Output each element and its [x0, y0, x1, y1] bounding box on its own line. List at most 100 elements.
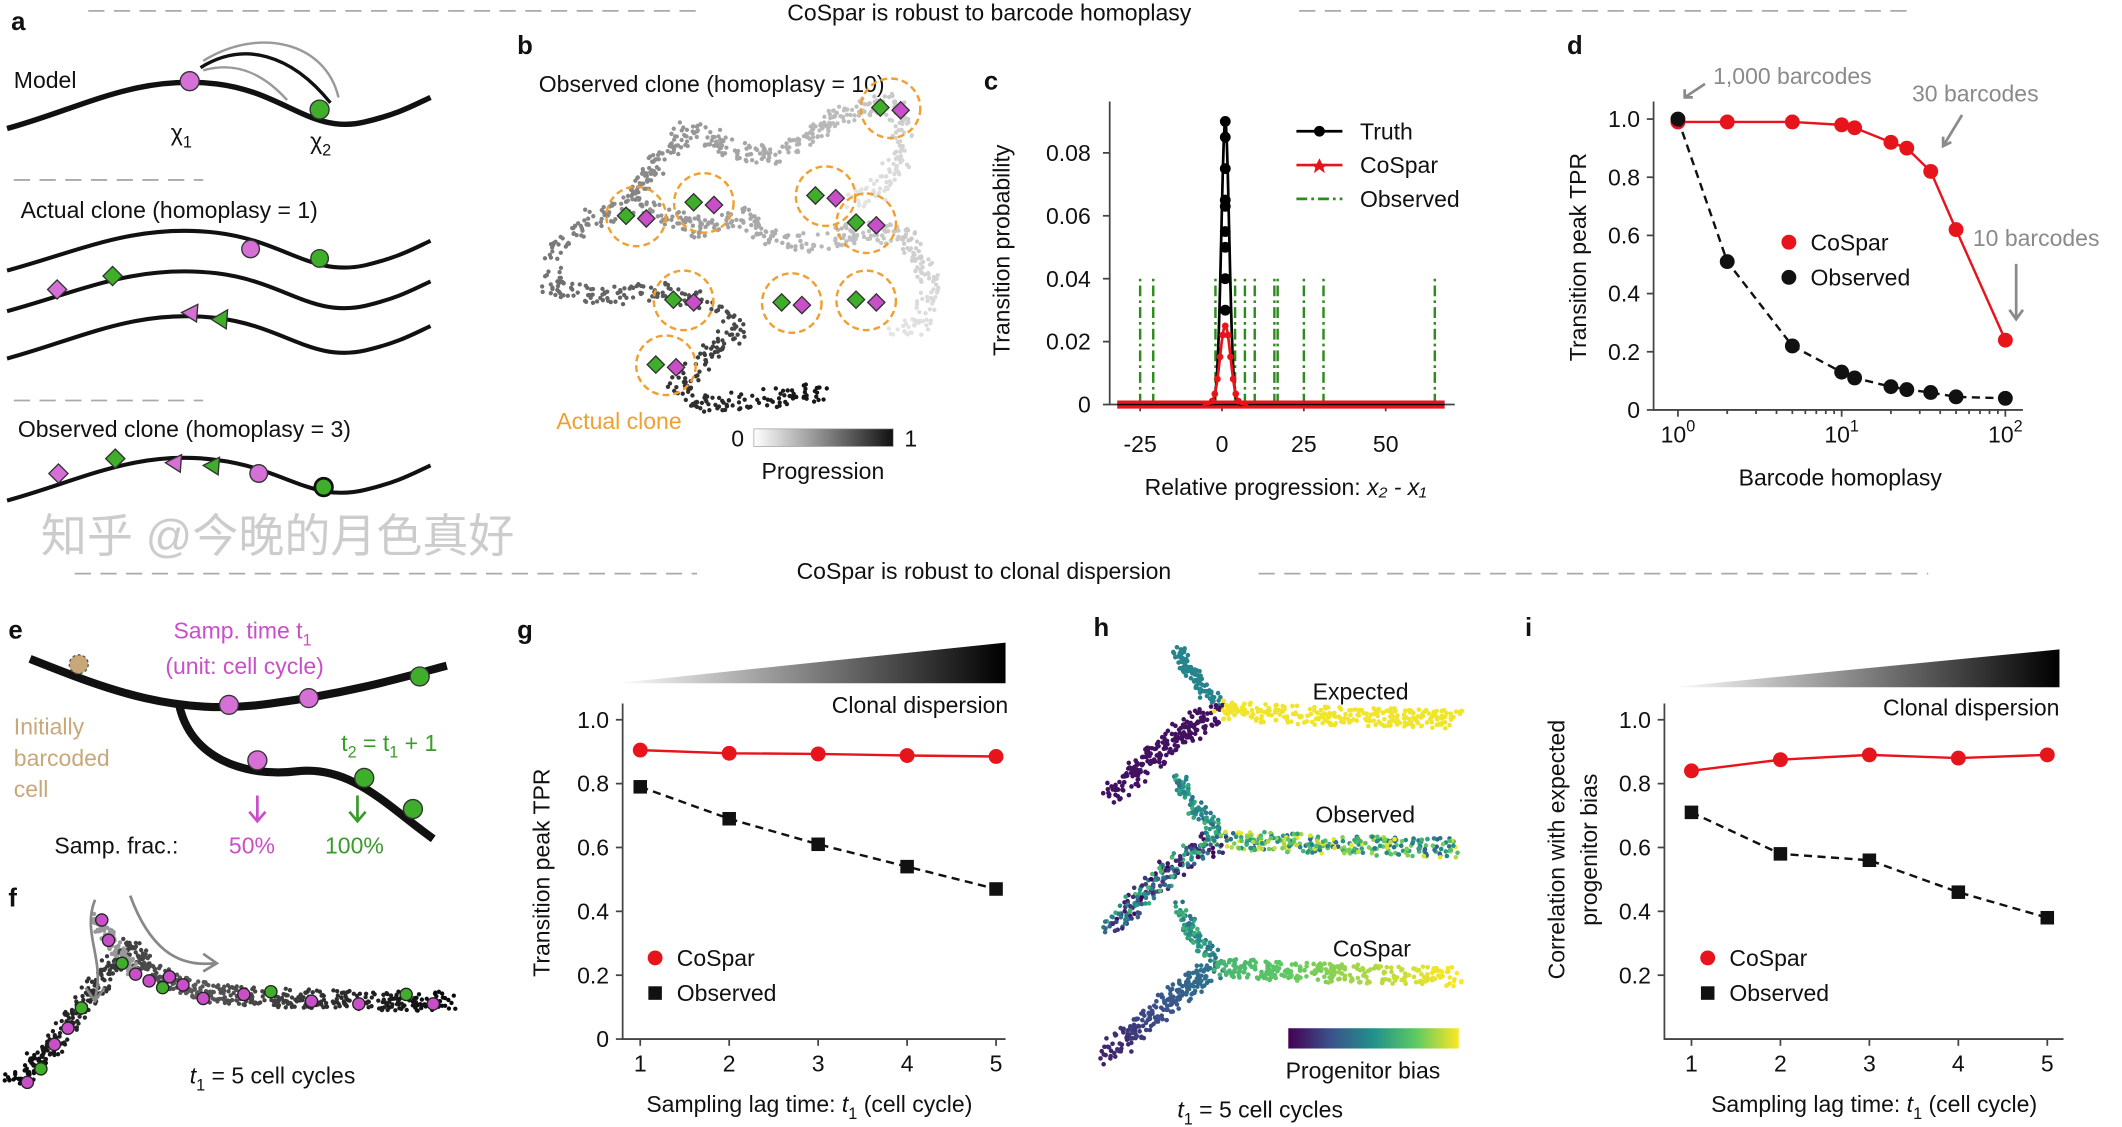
cell-dot	[676, 151, 681, 157]
cell-dot	[620, 301, 626, 307]
cell-dot	[1135, 898, 1141, 903]
x-label-sub: 1	[1913, 1105, 1922, 1123]
cell-dot	[1173, 858, 1179, 864]
cell-dot	[1131, 885, 1137, 891]
panel-h-caption: t1 = 5 cell cycles	[1177, 1097, 1343, 1127]
cell-dot	[1135, 777, 1141, 782]
cell-dot	[925, 327, 931, 332]
cell-dot	[621, 195, 626, 200]
cell-dot	[1174, 773, 1179, 778]
cell-dot	[1264, 969, 1269, 975]
cell-dot	[1124, 1037, 1130, 1043]
cell-dot	[1447, 838, 1453, 844]
cell-dot	[1186, 920, 1192, 926]
cell-dot	[1425, 972, 1430, 977]
cell-dot	[1413, 979, 1419, 985]
cell-dot	[1198, 834, 1204, 839]
cell-dot	[1204, 717, 1210, 723]
cell-dot	[1230, 830, 1236, 836]
cell-dot	[849, 229, 854, 234]
cell-dot	[744, 228, 749, 233]
cell-dot	[394, 1001, 400, 1007]
cell-dot	[1424, 720, 1430, 725]
cell-dot	[1154, 999, 1159, 1004]
cell-dot	[1160, 862, 1165, 868]
cell-dot	[331, 988, 336, 993]
cell-dot	[647, 298, 652, 303]
cell-dot	[822, 114, 827, 119]
cell-dot	[809, 247, 815, 252]
arrow-icon	[1683, 82, 1706, 99]
cell-dot	[1402, 978, 1407, 984]
cell-dot	[1187, 710, 1192, 715]
cell-dot	[1179, 658, 1184, 664]
cell-dot	[1177, 735, 1183, 741]
cell-dot	[570, 287, 575, 292]
cell-dot	[91, 911, 97, 917]
cell-dot	[1131, 1022, 1137, 1028]
cell-dot	[1199, 989, 1204, 995]
cell-dot	[260, 994, 265, 999]
cell-dot	[1195, 673, 1200, 678]
y-tick-label: 0.4	[1608, 281, 1640, 307]
cell-dot	[1418, 978, 1423, 984]
cell-dot	[1143, 901, 1148, 906]
cell-dot	[1202, 967, 1207, 973]
cell-dot	[1304, 964, 1309, 969]
cell-dot	[741, 329, 746, 335]
cell-dot	[1282, 706, 1287, 712]
cell-dot	[1216, 698, 1221, 703]
cell-dot	[885, 186, 890, 192]
cell-dot	[1402, 971, 1408, 976]
cell-dot	[404, 1007, 409, 1013]
cell-dot	[1184, 667, 1190, 673]
cell-dot	[926, 276, 932, 281]
data-point-observed	[989, 882, 1003, 896]
cell-dot	[1171, 651, 1177, 656]
legend-label: Observed	[1360, 186, 1460, 212]
cell-dot	[841, 108, 847, 113]
section-title: CoSpar is robust to clonal dispersion	[797, 558, 1172, 584]
data-point-observed	[633, 780, 647, 794]
cell-dot	[1342, 850, 1347, 856]
cell-dot	[831, 108, 836, 113]
cell-dot	[345, 997, 350, 1003]
cell-dot	[1136, 783, 1141, 789]
cell-dot	[1439, 716, 1445, 721]
x-tick-label: 50	[1373, 431, 1399, 457]
cell-dot	[886, 157, 891, 163]
cell-dot	[440, 1003, 445, 1008]
cell-dot	[1182, 795, 1188, 800]
cell-dot	[835, 244, 840, 249]
y-tick-label: 0.8	[577, 771, 609, 797]
cell-dot	[684, 127, 690, 133]
cell-dot	[333, 1005, 338, 1010]
cell-dot	[697, 369, 702, 374]
cell-dot	[648, 178, 654, 183]
cell-dot	[808, 142, 813, 147]
cell-dot	[1437, 974, 1443, 979]
cell-dot	[36, 1056, 42, 1061]
cell-dot	[1316, 715, 1321, 721]
cell-dot	[1210, 822, 1215, 827]
cell-dot	[1127, 907, 1133, 913]
cell-dot	[418, 1001, 423, 1007]
cell-dot	[99, 972, 104, 978]
cell-dot	[1221, 698, 1226, 704]
cell-dot	[806, 248, 811, 253]
cell-dot	[1211, 967, 1217, 973]
cell-dot	[1401, 715, 1407, 721]
cell-dot	[1403, 837, 1409, 843]
cell-dot	[1358, 838, 1363, 844]
x-tick-label: 1	[1685, 1051, 1698, 1077]
cell-dot	[1359, 846, 1365, 851]
observed-clone-title: Observed clone (homoplasy = 3)	[18, 416, 351, 442]
cell-dot	[363, 991, 369, 996]
cell-dot	[555, 256, 560, 261]
cell-dot	[798, 238, 803, 244]
cell-dot	[1147, 753, 1152, 759]
cell-dot	[1208, 842, 1213, 847]
data-point-observed	[900, 859, 914, 874]
cell-dot	[1429, 719, 1435, 725]
cell-dot	[1215, 690, 1221, 696]
